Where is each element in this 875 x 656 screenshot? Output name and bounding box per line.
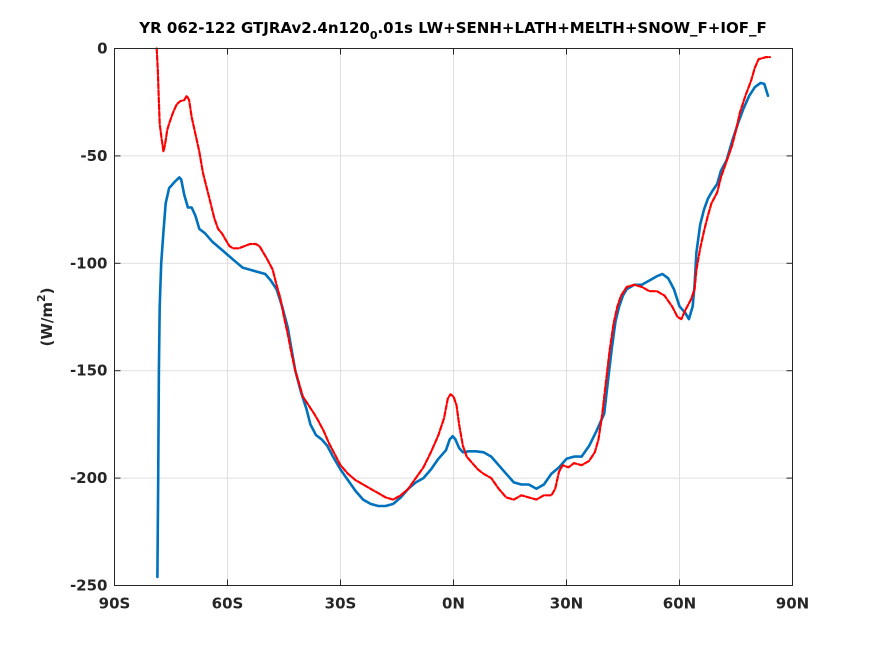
y-tick-label: -150 [70, 362, 108, 380]
x-tick-label: 30N [550, 595, 583, 613]
series-line-2 [155, 47, 771, 501]
x-tick-label: 30S [325, 595, 357, 613]
chart-title: YR 062-122 GTJRAv2.4n1200.01s LW+SENH+LA… [138, 19, 766, 42]
x-tick-label: 60S [212, 595, 244, 613]
y-tick-label: -250 [70, 577, 108, 595]
y-tick-label: -200 [70, 469, 108, 487]
x-tick-label: 90N [776, 595, 809, 613]
y-tick-label: -100 [70, 254, 108, 272]
series-line-1 [156, 81, 770, 579]
y-axis-label: (W/m2) [35, 287, 56, 346]
y-axis-ticks: 0 -50 -100 -150 -200 -250 [70, 40, 793, 595]
series-lines [155, 47, 771, 579]
y-tick-label: 0 [97, 40, 107, 58]
x-tick-label: 90S [99, 595, 131, 613]
y-tick-label: -50 [80, 147, 107, 165]
x-axis-ticks: 90S 60S 30S 0N 30N 60N 90N [99, 48, 809, 613]
x-tick-label: 0N [442, 595, 465, 613]
x-tick-label: 60N [663, 595, 696, 613]
